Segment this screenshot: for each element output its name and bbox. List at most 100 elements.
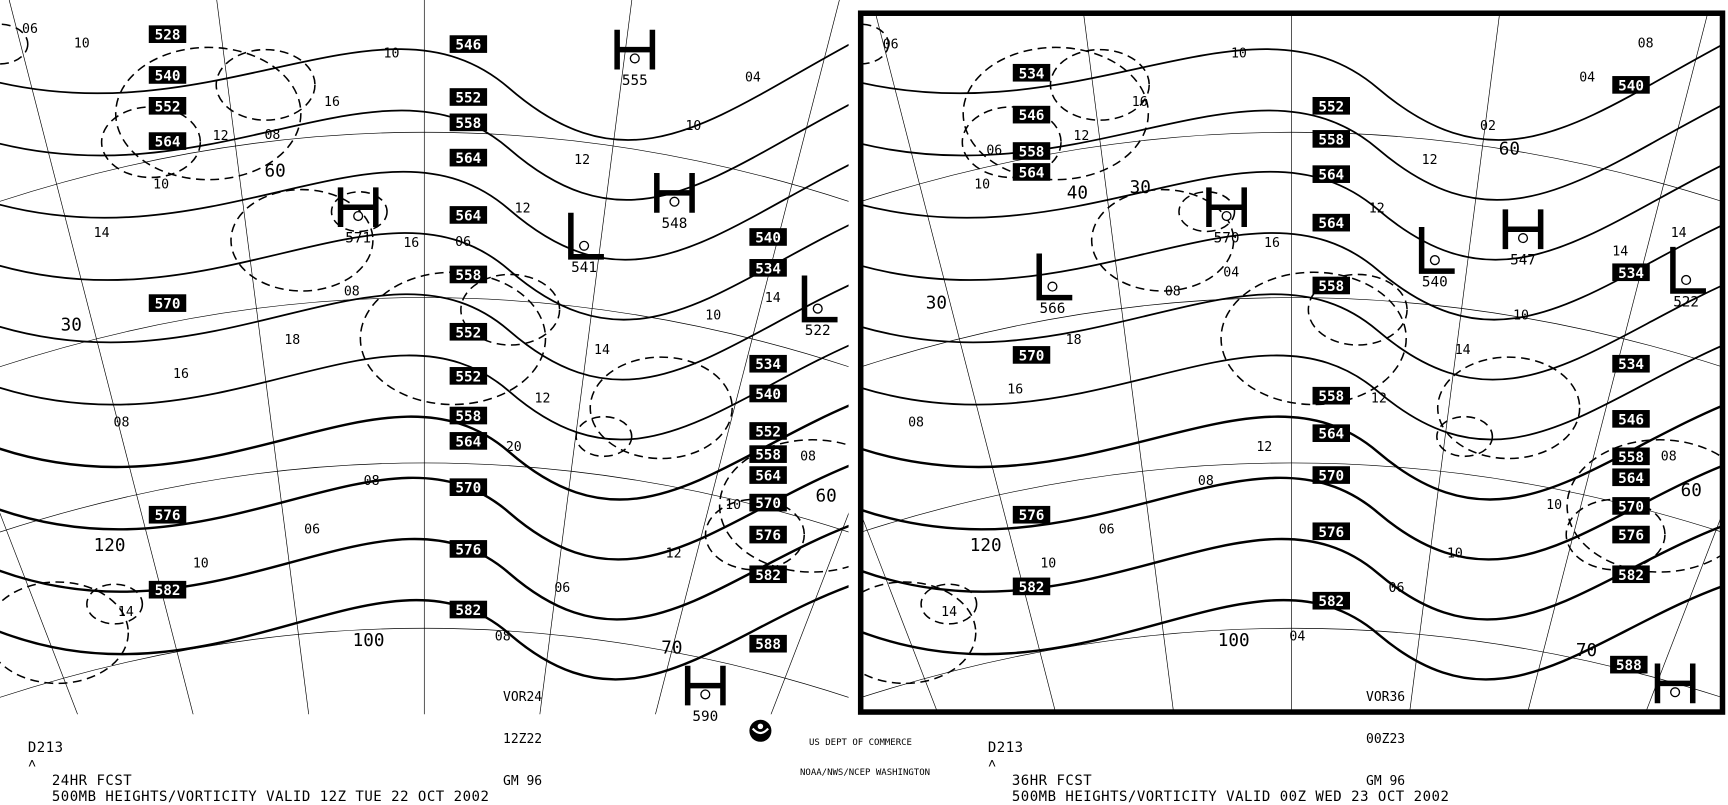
center-marker-icon [1517,233,1529,244]
vorticity-contour [1307,273,1408,346]
height-label: 576 [1012,505,1051,524]
high-h-icon [1206,187,1247,228]
vorticity-contour [215,48,316,121]
height-label-text: 546 [1019,108,1045,124]
height-label: 534 [1612,263,1650,282]
height-contour [860,344,1723,441]
vor-line: GM 96 [503,774,543,789]
high-h-icon [614,29,656,70]
vorticity-label: 10 [1231,46,1247,61]
low-center: 522 [1670,246,1706,310]
center-value: 522 [805,323,831,339]
vorticity-label: 04 [745,71,761,86]
high-center: 590 [684,665,726,725]
height-label: 564 [1312,424,1350,443]
center-marker-icon [812,303,823,314]
vorticity-contour [860,23,890,65]
height-label-box [148,66,187,84]
height-label: 564 [1612,468,1650,487]
vorticity-contour [1436,415,1494,458]
isotach-label: 70 [1576,641,1597,661]
height-contour [860,224,1723,321]
vorticity-label: 10 [1447,547,1463,562]
height-label: 576 [148,505,187,524]
vorticity-label: 06 [304,522,320,537]
height-contour [0,344,849,441]
height-contour [860,43,1723,141]
height-label: 570 [749,493,787,512]
height-label-box [1012,163,1051,181]
vorticity-label: 08 [1198,474,1214,489]
vorticity-label: 08 [495,629,511,644]
noaa-logo-icon [749,719,772,742]
height-label-text: 570 [1618,499,1644,515]
isotach-label: 70 [661,639,682,659]
height-label-text: 546 [1618,412,1644,428]
height-label-box [449,406,488,425]
height-label-box [449,206,488,224]
vorticity-label: 14 [94,226,110,241]
height-label-box [1612,447,1650,466]
height-label-box [1012,142,1051,160]
height-label-box [1012,105,1051,124]
vorticity-label: 12 [534,391,550,406]
height-label-text: 552 [455,369,481,385]
center-marker-icon [1670,687,1681,698]
vorticity-label: 12 [515,202,531,217]
height-contour [0,224,849,321]
height-label-box [749,445,787,463]
height-label: 588 [1610,655,1648,674]
height-label-box [749,565,787,584]
height-label-text: 564 [1318,427,1344,443]
vorticity-label: 12 [1256,440,1272,455]
vorticity-label: 14 [1671,226,1687,241]
vorticity-contour [1178,191,1236,233]
height-label-text: 570 [1318,469,1344,485]
vorticity-label: 16 [324,95,340,110]
height-contour [0,585,849,681]
center-marker-icon [1047,281,1058,292]
height-label-text: 564 [1318,168,1344,184]
height-label: 570 [1612,497,1650,515]
vorticity-label: 04 [1289,629,1305,644]
height-label-box [449,540,488,558]
center-marker-icon [579,240,590,251]
height-label-box [749,466,787,484]
height-label-box [449,35,488,53]
height-label: 576 [449,540,488,558]
height-label: 552 [1312,96,1350,115]
height-label-box [1012,63,1051,82]
parallel-line [0,627,849,698]
height-label: 576 [1312,522,1350,541]
vorticity-label: 12 [213,129,229,144]
height-label-box [449,88,488,106]
height-label-text: 564 [455,151,481,167]
height-label-text: 540 [755,230,781,246]
height-label-box [1312,591,1350,610]
vor-line: VOR36 [1366,690,1406,705]
high-h-icon [1502,209,1544,250]
height-label-text: 576 [755,528,781,544]
height-label-text: 582 [455,603,481,619]
vorticity-label: 14 [594,343,610,358]
vorticity-label: 14 [765,291,781,306]
vorticity-label: 02 [1480,119,1496,134]
height-label-text: 552 [155,99,181,115]
height-label: 558 [1312,276,1350,295]
parallel-line [0,131,849,202]
isotach-label: 100 [353,631,385,651]
center-value: 566 [1040,301,1066,317]
vorticity-contour [575,415,633,458]
height-label: 552 [449,88,488,107]
contour-lines: 60 30 120 100 70 60 06 12 16 14 08 10 10 12 14 16 08 06 04… [0,0,849,715]
height-label-text: 558 [1618,450,1644,466]
height-label: 546 [449,35,488,54]
center-marker-icon [629,53,640,64]
high-h-icon [654,173,695,213]
vorticity-label: 06 [554,581,570,596]
height-label-box [1312,96,1350,115]
center-value: 570 [1214,230,1240,246]
height-label: 540 [749,228,787,246]
height-label-text: 582 [1318,594,1344,610]
high-center: 555 [614,29,656,89]
